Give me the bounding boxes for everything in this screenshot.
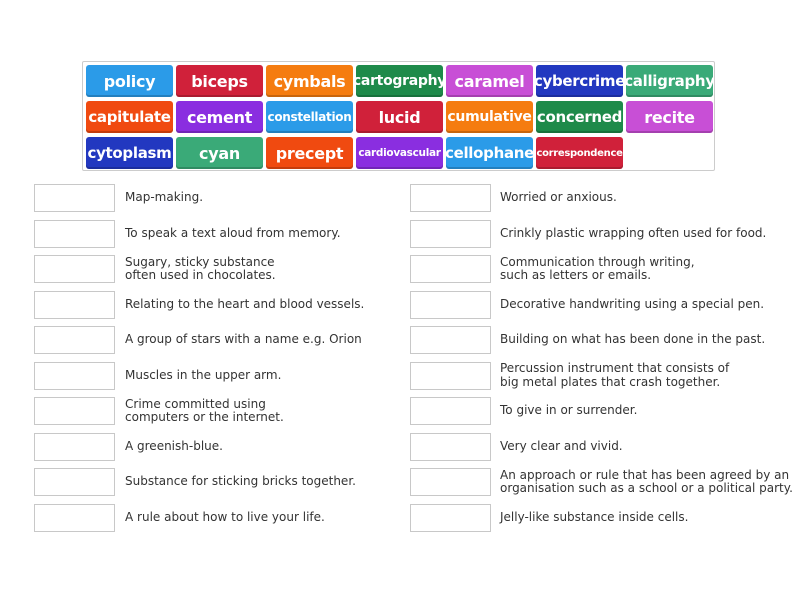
word-tile-cyan[interactable]: cyan: [176, 137, 263, 169]
answer-drop-box[interactable]: [410, 219, 491, 248]
word-tile-policy[interactable]: policy: [86, 65, 173, 97]
definition-text: Very clear and vivid.: [500, 438, 623, 453]
word-tile-cymbals[interactable]: cymbals: [266, 65, 353, 97]
word-tile-caramel[interactable]: caramel: [446, 65, 533, 97]
word-tile-cumulative[interactable]: cumulative: [446, 101, 533, 133]
word-tile-cardiovascular[interactable]: cardiovascular: [356, 137, 443, 169]
word-tile-cybercrime[interactable]: cybercrime: [536, 65, 623, 97]
definition-text: A group of stars with a name e.g. Orion: [125, 332, 362, 347]
definition-text: A greenish-blue.: [125, 438, 223, 453]
definition-text: To speak a text aloud from memory.: [125, 225, 341, 240]
answer-drop-box[interactable]: [34, 184, 115, 212]
answer-drop-box[interactable]: [34, 326, 115, 354]
definition-text: To give in or surrender.: [500, 403, 638, 418]
answer-drop-box[interactable]: [34, 397, 115, 425]
word-tile-recite[interactable]: recite: [626, 101, 713, 133]
definition-text: Muscles in the upper arm.: [125, 367, 282, 382]
definition-text: An approach or rule that has been agreed…: [500, 467, 793, 495]
word-tile-constellation[interactable]: constellation: [266, 101, 353, 133]
definition-text: Communication through writing, such as l…: [500, 254, 695, 282]
word-tile-cartography[interactable]: cartography: [356, 65, 443, 97]
word-tile-biceps[interactable]: biceps: [176, 65, 263, 97]
answer-drop-box[interactable]: [34, 432, 115, 461]
definition-text: Crime committed using computers or the i…: [125, 396, 284, 424]
word-tile-capitulate[interactable]: capitulate: [86, 101, 173, 133]
answer-drop-box[interactable]: [410, 361, 491, 390]
answer-drop-box[interactable]: [410, 184, 491, 212]
answer-drop-box[interactable]: [410, 432, 491, 461]
answer-drop-box[interactable]: [410, 290, 491, 319]
word-tile-lucid[interactable]: lucid: [356, 101, 443, 133]
word-tile-cytoplasm[interactable]: cytoplasm: [86, 137, 173, 169]
word-tile-precept[interactable]: precept: [266, 137, 353, 169]
definition-text: Crinkly plastic wrapping often used for …: [500, 225, 767, 240]
word-bank: policy biceps cymbals cartography caramel cyb…: [82, 61, 715, 171]
answer-drop-box[interactable]: [34, 468, 115, 496]
answer-drop-box[interactable]: [34, 361, 115, 390]
definition-text: Percussion instrument that consists of b…: [500, 361, 730, 389]
answer-drop-box[interactable]: [410, 397, 491, 425]
word-tile-correspondence[interactable]: correspondence: [536, 137, 623, 169]
definition-text: A rule about how to live your life.: [125, 509, 325, 524]
definition-text: Jelly-like substance inside cells.: [500, 509, 689, 524]
definition-text: Substance for sticking bricks together.: [125, 474, 356, 489]
word-tile-cellophane[interactable]: cellophane: [446, 137, 533, 169]
answer-drop-box[interactable]: [34, 219, 115, 248]
word-tile-calligraphy[interactable]: calligraphy: [626, 65, 713, 97]
word-tile-concerned[interactable]: concerned: [536, 101, 623, 133]
word-tile-cement[interactable]: cement: [176, 101, 263, 133]
answer-drop-box[interactable]: [34, 503, 115, 532]
definition-text: Building on what has been done in the pa…: [500, 332, 766, 347]
definition-text: Sugary, sticky substance often used in c…: [125, 254, 276, 282]
definition-text: Relating to the heart and blood vessels.: [125, 296, 365, 311]
answer-drop-box[interactable]: [410, 326, 491, 354]
answer-drop-box[interactable]: [34, 255, 115, 283]
definition-text: Worried or anxious.: [500, 190, 617, 205]
answer-drop-box[interactable]: [410, 468, 491, 496]
answer-drop-box[interactable]: [410, 255, 491, 283]
definition-text: Decorative handwriting using a special p…: [500, 296, 765, 311]
definition-text: Map-making.: [125, 190, 204, 205]
answer-drop-box[interactable]: [34, 290, 115, 319]
answer-drop-box[interactable]: [410, 503, 491, 532]
